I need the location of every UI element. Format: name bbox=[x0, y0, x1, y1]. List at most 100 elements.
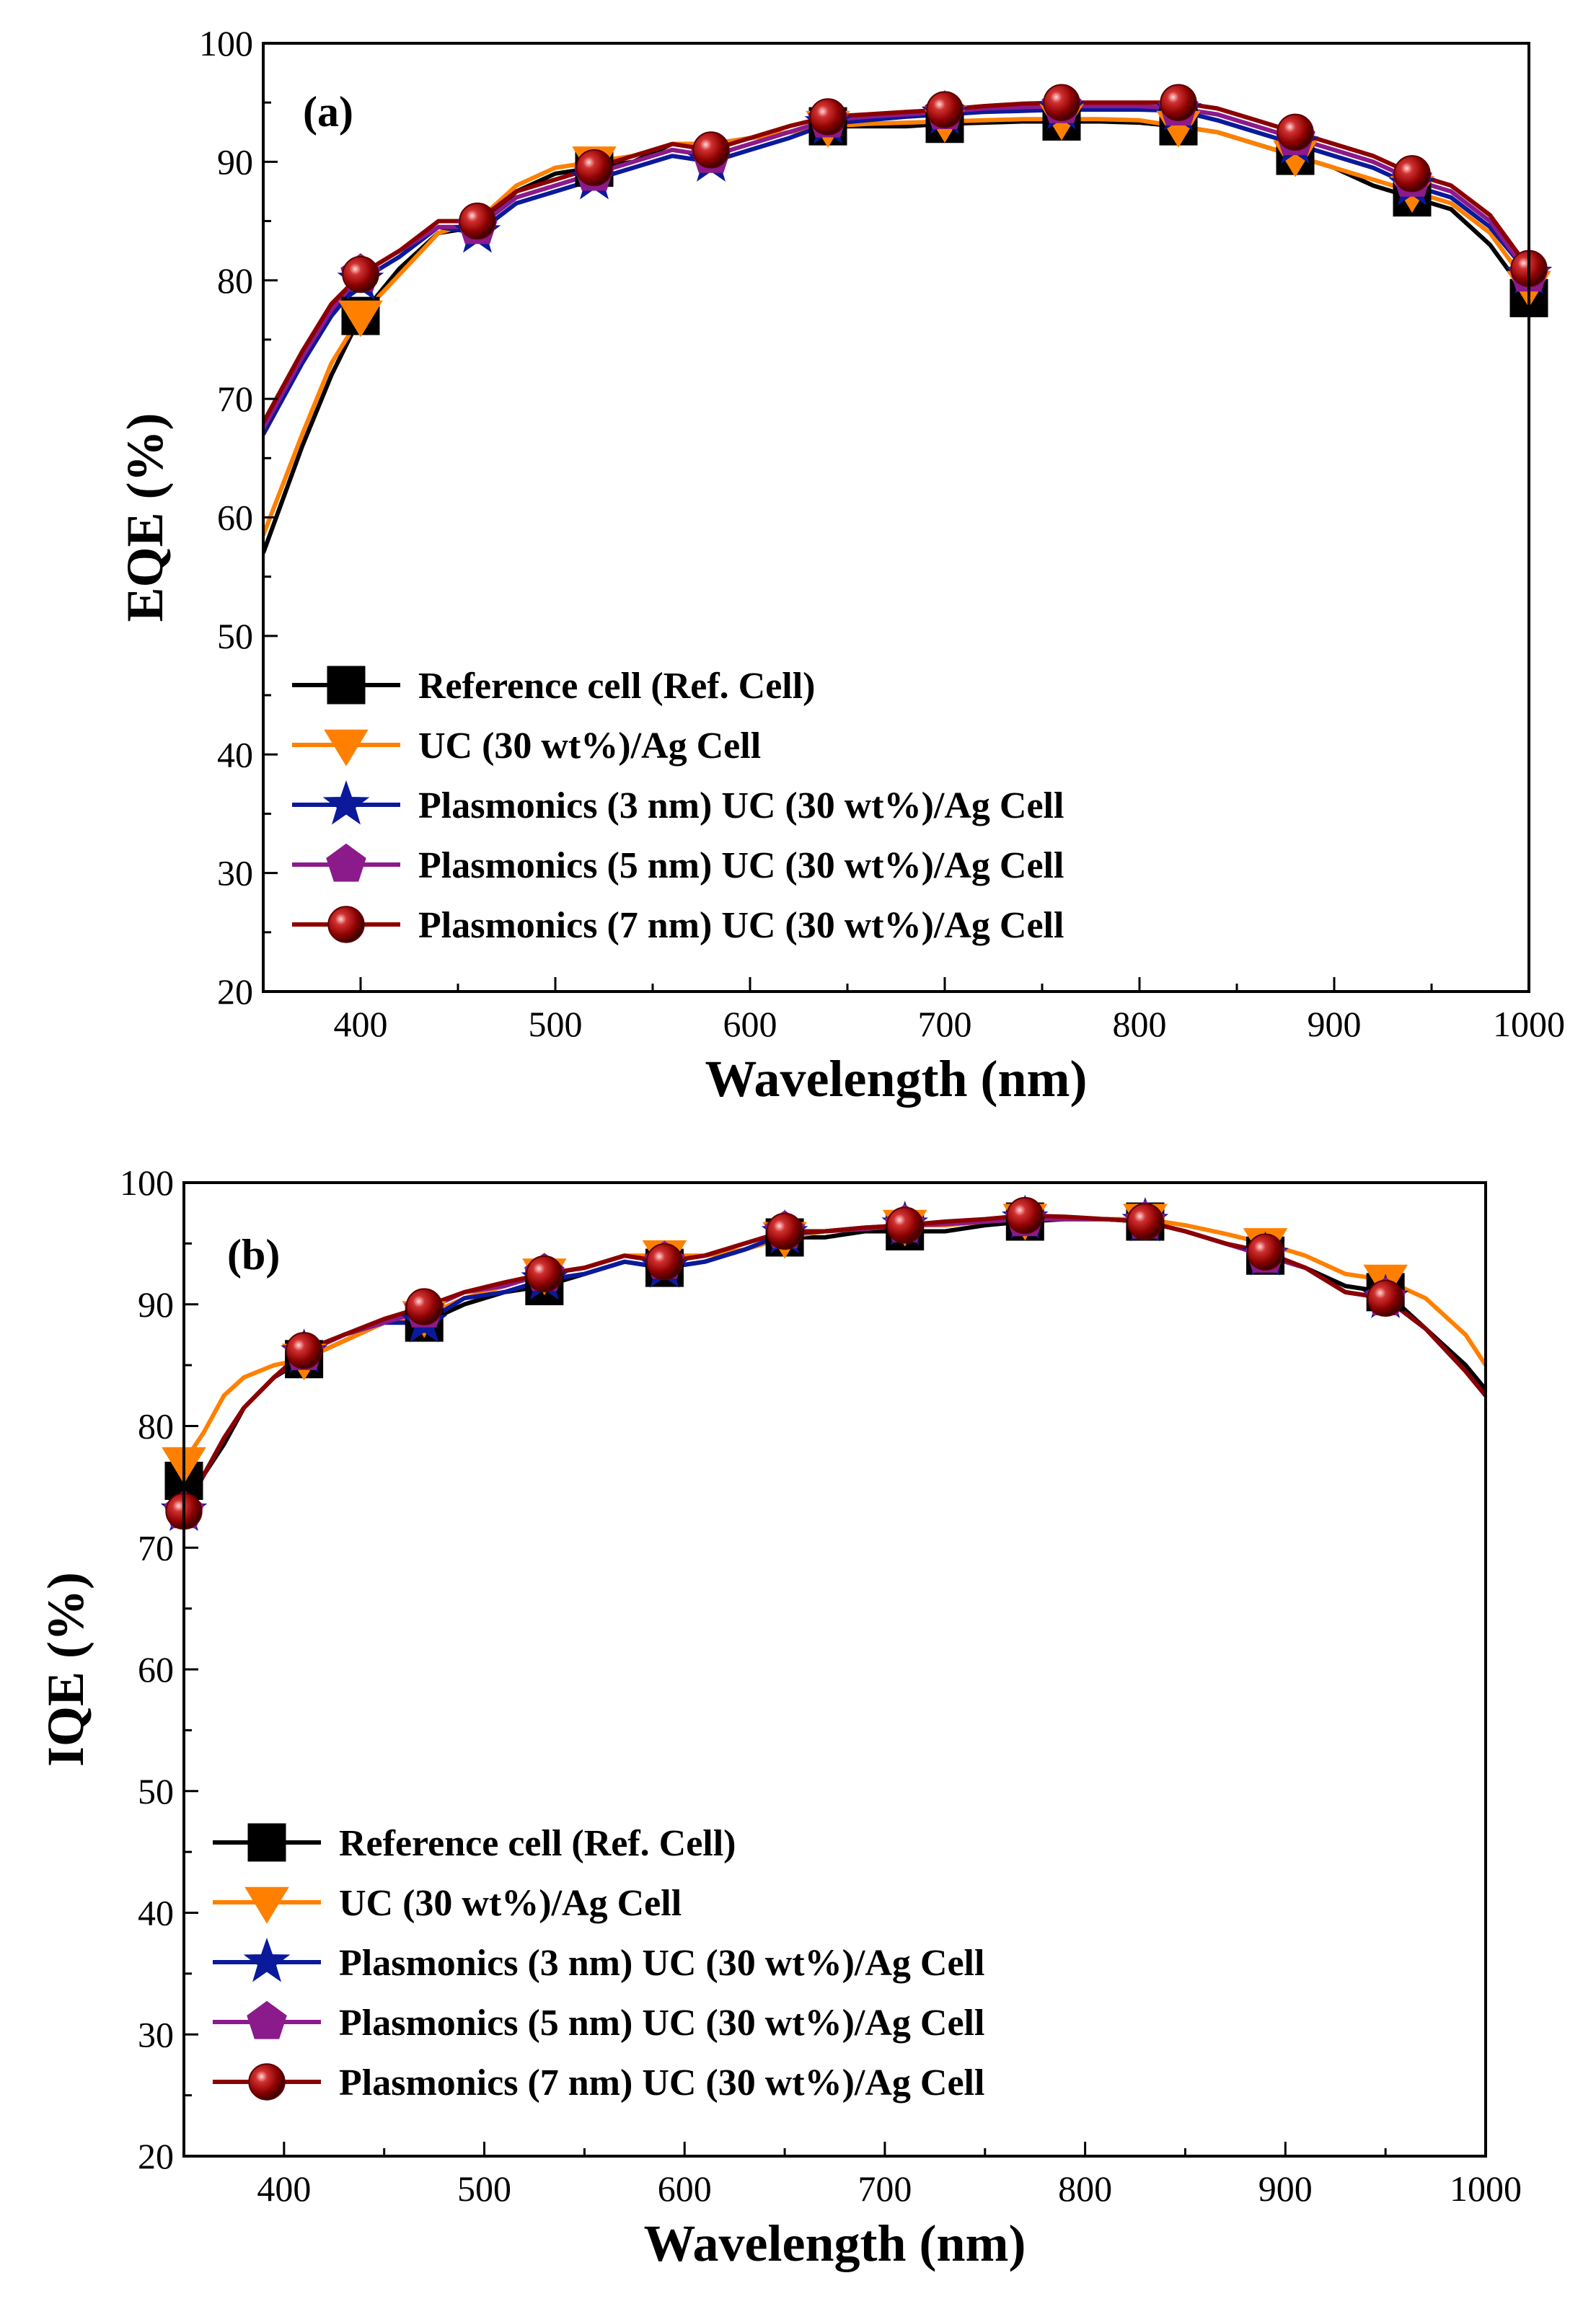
y-tick-label: 30 bbox=[217, 853, 253, 893]
series-line bbox=[263, 117, 1529, 537]
legend-item-plasmonics-3-nm-uc-30-wt-ag-cell: Plasmonics (3 nm) UC (30 wt%)/Ag Cell bbox=[292, 780, 1064, 826]
y-tick-label: 80 bbox=[138, 1406, 174, 1447]
legend-marker-sphere bbox=[248, 2063, 286, 2101]
series-line bbox=[184, 1217, 1486, 1483]
legend-item-plasmonics-7-nm-uc-30-wt-ag-cell: Plasmonics (7 nm) UC (30 wt%)/Ag Cell bbox=[213, 2062, 984, 2104]
legend-marker-sphere bbox=[327, 906, 365, 943]
y-tick-label: 50 bbox=[138, 1771, 174, 1811]
legend-marker-triangle-down bbox=[244, 1886, 289, 1924]
legend-marker-square bbox=[327, 666, 366, 705]
panel-label: (a) bbox=[303, 88, 353, 136]
x-tick-label: 900 bbox=[1258, 2168, 1313, 2209]
x-tick-label: 1000 bbox=[1450, 2168, 1522, 2209]
legend-marker-star bbox=[243, 1937, 291, 1982]
legend-label: UC (30 wt%)/Ag Cell bbox=[339, 1883, 682, 1924]
x-tick-label: 1000 bbox=[1493, 1004, 1565, 1044]
panel-label: (b) bbox=[227, 1231, 280, 1279]
legend-label: Plasmonics (7 nm) UC (30 wt%)/Ag Cell bbox=[339, 2062, 984, 2104]
markers-plasmonics-7-nm-uc-30-wt-ag-cell bbox=[165, 1196, 1404, 1530]
y-tick-label: 20 bbox=[138, 2136, 174, 2176]
series-line bbox=[184, 1217, 1486, 1464]
legend-label: Plasmonics (3 nm) UC (30 wt%)/Ag Cell bbox=[418, 785, 1064, 826]
x-tick-label: 900 bbox=[1308, 1004, 1362, 1044]
y-tick-label: 30 bbox=[138, 2014, 174, 2054]
y-tick-label: 40 bbox=[217, 734, 253, 774]
legend-label: Plasmonics (5 nm) UC (30 wt%)/Ag Cell bbox=[339, 2003, 984, 2044]
legend-label: Reference cell (Ref. Cell) bbox=[418, 666, 816, 707]
series-plasmonics-7-nm-uc-30-wt-ag-cell bbox=[184, 1213, 1486, 1513]
series-line bbox=[263, 119, 1529, 554]
y-tick-label: 50 bbox=[217, 616, 253, 656]
y-axis-title: IQE (%) bbox=[37, 1572, 94, 1767]
data-point-sphere bbox=[1393, 155, 1431, 193]
series-reference-cell-ref-cell bbox=[263, 119, 1529, 554]
legend-item-plasmonics-3-nm-uc-30-wt-ag-cell: Plasmonics (3 nm) UC (30 wt%)/Ag Cell bbox=[213, 1937, 984, 1984]
legend-item-plasmonics-7-nm-uc-30-wt-ag-cell: Plasmonics (7 nm) UC (30 wt%)/Ag Cell bbox=[292, 905, 1064, 946]
y-tick-label: 100 bbox=[120, 1162, 174, 1203]
legend: Reference cell (Ref. Cell) UC (30 wt%)/Ag… bbox=[292, 666, 1064, 946]
x-tick-label: 500 bbox=[529, 1004, 583, 1044]
data-point-sphere bbox=[1160, 84, 1197, 121]
legend-marker-star bbox=[322, 780, 370, 825]
data-point-sphere bbox=[692, 131, 730, 169]
data-point-sphere bbox=[1043, 84, 1080, 121]
x-tick-label: 700 bbox=[857, 2168, 912, 2209]
legend-label: UC (30 wt%)/Ag Cell bbox=[418, 725, 761, 767]
data-point-sphere bbox=[1006, 1196, 1044, 1235]
y-axis-title: EQE (%) bbox=[116, 412, 174, 622]
y-tick-label: 20 bbox=[217, 971, 253, 1012]
data-point-sphere bbox=[285, 1332, 323, 1369]
data-point-sphere bbox=[809, 98, 847, 136]
y-tick-label: 100 bbox=[199, 23, 253, 63]
y-tick-label: 90 bbox=[217, 141, 253, 182]
x-axis-title: Wavelength (nm) bbox=[644, 2215, 1026, 2272]
legend-label: Plasmonics (3 nm) UC (30 wt%)/Ag Cell bbox=[339, 1943, 984, 1984]
legend-label: Plasmonics (5 nm) UC (30 wt%)/Ag Cell bbox=[418, 845, 1064, 886]
series-plasmonics-5-nm-uc-30-wt-ag-cell bbox=[263, 104, 1529, 430]
legend-label: Plasmonics (7 nm) UC (30 wt%)/Ag Cell bbox=[418, 905, 1064, 946]
x-tick-label: 600 bbox=[658, 2168, 712, 2209]
data-point-sphere bbox=[1127, 1203, 1164, 1240]
y-tick-label: 70 bbox=[138, 1527, 174, 1568]
x-tick-label: 400 bbox=[334, 1004, 388, 1044]
legend-item-plasmonics-5-nm-uc-30-wt-ag-cell: Plasmonics (5 nm) UC (30 wt%)/Ag Cell bbox=[213, 2000, 984, 2044]
chart-panel-b: 400 500 600 700 800 900 1000 20 30 40 50 60 70 80 90 10… bbox=[37, 1162, 1522, 2272]
data-point-sphere bbox=[526, 1255, 563, 1293]
data-point-sphere bbox=[1277, 113, 1314, 151]
data-point-sphere bbox=[766, 1212, 803, 1250]
series-uc-30-wt-ag-cell bbox=[184, 1217, 1486, 1464]
series-line bbox=[184, 1213, 1486, 1513]
legend-item-reference-cell-ref-cell: Reference cell (Ref. Cell) bbox=[213, 1823, 736, 1864]
series-line bbox=[263, 104, 1529, 430]
series-plasmonics-3-nm-uc-30-wt-ag-cell bbox=[263, 107, 1529, 436]
y-tick-label: 40 bbox=[138, 1893, 174, 1933]
legend: Reference cell (Ref. Cell) UC (30 wt%)/Ag… bbox=[213, 1823, 984, 2104]
data-point-sphere bbox=[1367, 1279, 1404, 1317]
data-point-sphere bbox=[645, 1242, 684, 1281]
y-tick-label: 60 bbox=[138, 1649, 174, 1690]
y-tick-label: 80 bbox=[217, 260, 253, 301]
markers-uc-30-wt-ag-cell bbox=[338, 103, 1551, 337]
y-tick-label: 60 bbox=[217, 498, 253, 538]
x-axis-title: Wavelength (nm) bbox=[705, 1050, 1088, 1108]
legend-marker-pentagon bbox=[326, 843, 366, 882]
legend-marker-square bbox=[247, 1823, 286, 1862]
legend-item-uc-30-wt-ag-cell: UC (30 wt%)/Ag Cell bbox=[292, 725, 761, 767]
y-tick-label: 70 bbox=[217, 379, 253, 419]
series-uc-30-wt-ag-cell bbox=[263, 117, 1529, 537]
data-point-sphere bbox=[926, 91, 964, 128]
legend-marker-pentagon bbox=[247, 2000, 287, 2039]
data-point-sphere bbox=[342, 255, 379, 293]
x-tick-label: 400 bbox=[257, 2168, 311, 2209]
x-tick-label: 500 bbox=[457, 2168, 511, 2209]
data-point-sphere bbox=[886, 1206, 924, 1244]
y-tick-label: 90 bbox=[138, 1284, 174, 1325]
legend-item-reference-cell-ref-cell: Reference cell (Ref. Cell) bbox=[292, 666, 816, 707]
legend-marker-triangle-down bbox=[324, 729, 369, 767]
data-point-triangle-down bbox=[338, 300, 383, 337]
legend-label: Reference cell (Ref. Cell) bbox=[339, 1823, 736, 1864]
x-tick-label: 800 bbox=[1058, 2168, 1112, 2209]
legend-item-uc-30-wt-ag-cell: UC (30 wt%)/Ag Cell bbox=[213, 1883, 682, 1924]
series-line bbox=[263, 107, 1529, 436]
